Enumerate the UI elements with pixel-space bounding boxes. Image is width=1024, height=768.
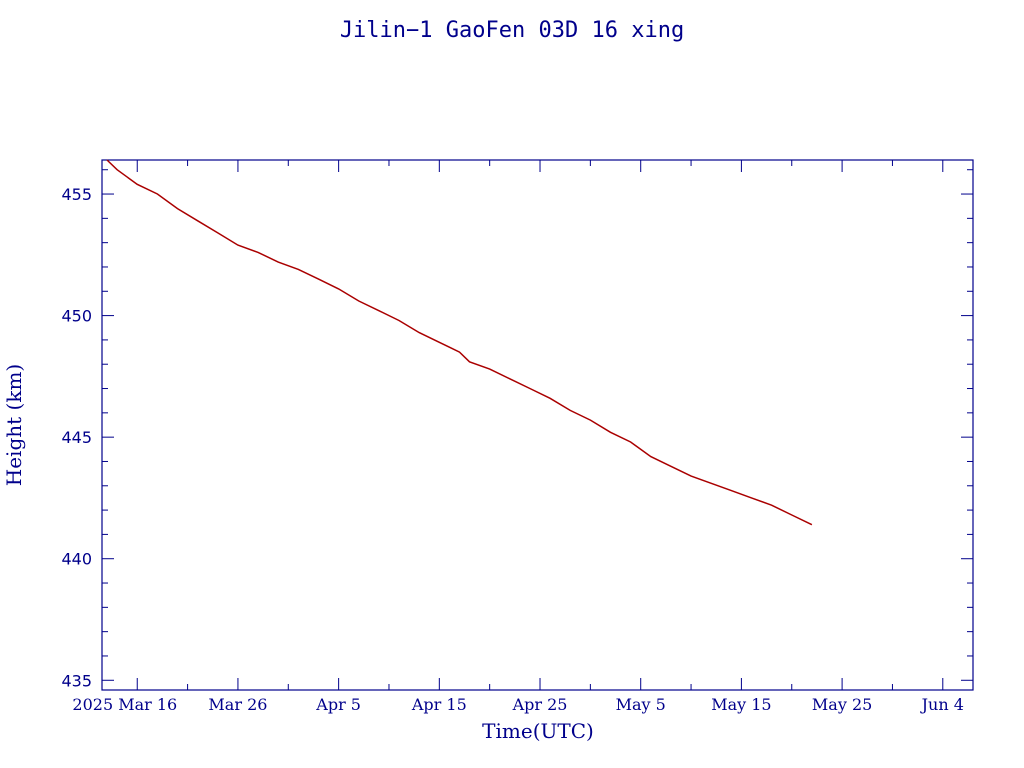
height-series-line — [106, 159, 813, 526]
x-axis-ticks: 2025 Mar 16 Mar 26 Apr 5 Apr 15 Apr 25 May 5 M… — [72, 160, 964, 714]
y-axis-label: Height (km) — [2, 364, 26, 486]
y-tick-label: 455 — [61, 185, 92, 204]
x-tick-label: May 5 — [616, 695, 666, 714]
x-tick-label: Apr 5 — [315, 695, 361, 714]
x-tick-label: Apr 15 — [411, 695, 467, 714]
y-tick-label: 440 — [61, 550, 92, 569]
y-tick-label: 435 — [61, 671, 92, 690]
x-tick-label: Mar 26 — [208, 695, 267, 714]
chart-title: Jilin−1 GaoFen 03D 16 xing — [340, 18, 684, 43]
x-tick-label: Apr 25 — [512, 695, 568, 714]
plot-frame — [101, 159, 974, 691]
x-axis-label: Time(UTC) — [482, 719, 594, 743]
x-tick-label: May 25 — [812, 695, 872, 714]
x-tick-label: 2025 Mar 16 — [72, 695, 177, 714]
y-tick-label: 450 — [61, 307, 92, 326]
x-tick-label: Jun 4 — [920, 695, 964, 714]
y-axis-ticks: 435 440 445 450 455 — [61, 169, 973, 690]
y-tick-label: 445 — [61, 428, 92, 447]
x-tick-label: May 15 — [711, 695, 771, 714]
